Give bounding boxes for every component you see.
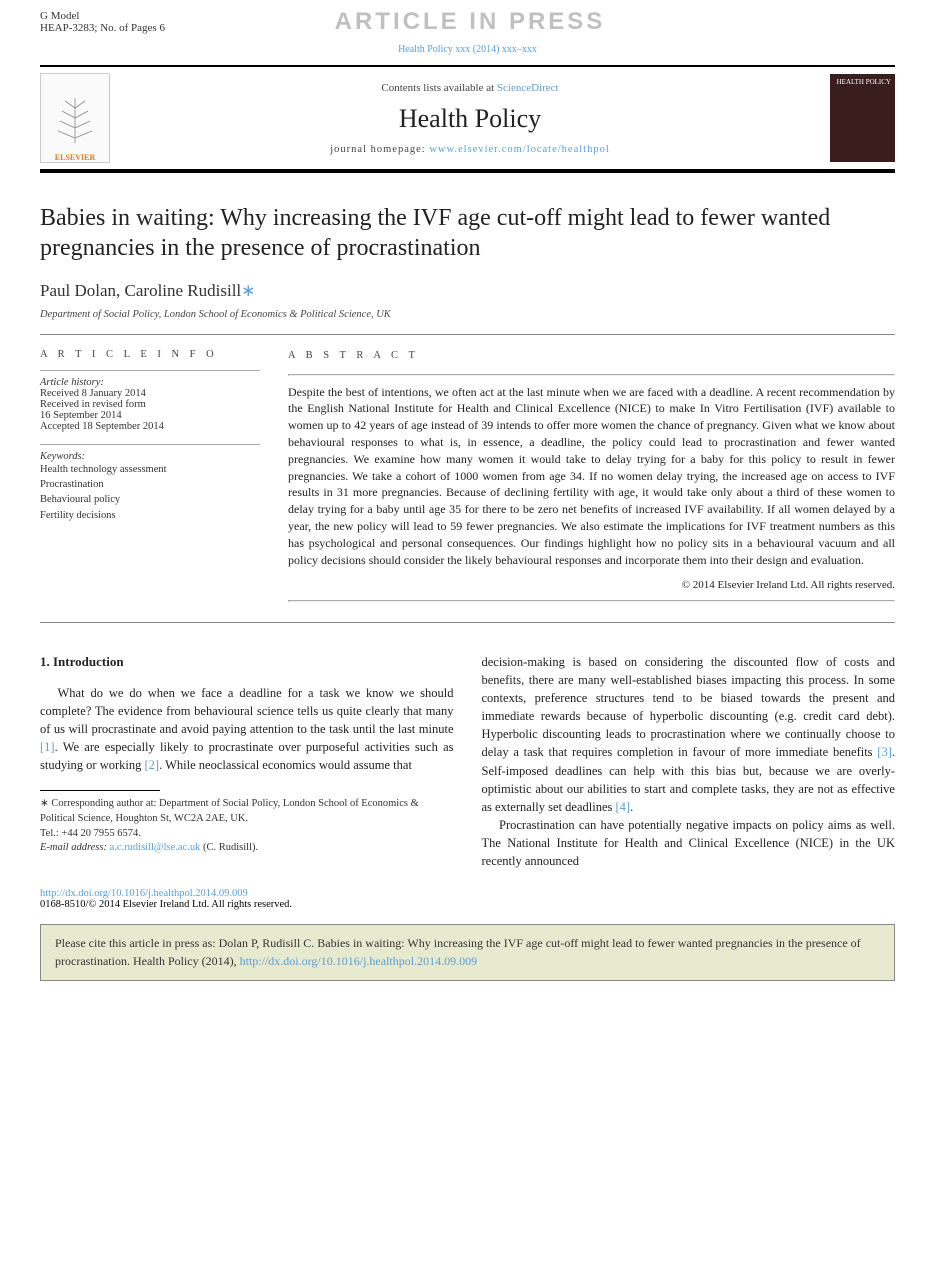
homepage-prefix: journal homepage: (330, 144, 429, 155)
revised-line1: Received in revised form (40, 399, 260, 410)
revised-line2: 16 September 2014 (40, 410, 260, 421)
affiliation: Department of Social Policy, London Scho… (0, 309, 935, 334)
citation-link[interactable]: [1] (40, 740, 55, 754)
citation-link[interactable]: [2] (145, 758, 160, 772)
keyword: Health technology assessment (40, 462, 260, 477)
abstract-column: a b s t r a c t Despite the best of inte… (288, 349, 895, 602)
journal-name: Health Policy (110, 104, 830, 134)
email-line: E-mail address: a.c.rudisill@lse.ac.uk (… (40, 841, 454, 856)
footnote-block: ∗ Corresponding author at: Department of… (40, 797, 454, 856)
citation-link[interactable]: [3] (877, 745, 892, 759)
email-label: E-mail address: (40, 842, 110, 853)
body-right-column: decision-making is based on considering … (482, 653, 896, 871)
abstract-text: Despite the best of intentions, we often… (288, 384, 895, 569)
issn-copyright: 0168-8510/© 2014 Elsevier Ireland Ltd. A… (40, 899, 895, 910)
doi-link[interactable]: http://dx.doi.org/10.1016/j.healthpol.20… (40, 888, 248, 899)
journal-reference: Health Policy xxx (2014) xxx–xxx (0, 40, 935, 59)
body-paragraph: Procrastination can have potentially neg… (482, 816, 896, 870)
authors: Paul Dolan, Caroline Rudisill∗ (0, 281, 935, 309)
journal-center: Contents lists available at ScienceDirec… (110, 82, 830, 155)
citation-box: Please cite this article in press as: Do… (40, 924, 895, 981)
homepage-link[interactable]: www.elsevier.com/locate/healthpol (429, 144, 609, 155)
email-suffix: (C. Rudisill). (200, 842, 258, 853)
keyword: Fertility decisions (40, 508, 260, 523)
abstract-head: a b s t r a c t (288, 349, 895, 364)
telephone: Tel.: +44 20 7955 6574. (40, 827, 454, 842)
section-title: Introduction (53, 654, 124, 669)
article-info-head: a r t i c l e i n f o (40, 349, 260, 360)
keyword: Procrastination (40, 477, 260, 492)
page-header: G Model HEAP-3283; No. of Pages 6 ARTICL… (0, 0, 935, 40)
corresponding-asterisk: ∗ (241, 281, 255, 300)
section-heading: 1. Introduction (40, 653, 454, 672)
info-divider (40, 370, 260, 371)
cite-doi-link[interactable]: http://dx.doi.org/10.1016/j.healthpol.20… (240, 954, 477, 968)
abstract-divider (288, 374, 895, 376)
journal-banner: ELSEVIER Contents lists available at Sci… (0, 73, 935, 163)
article-info-column: a r t i c l e i n f o Article history: R… (40, 349, 260, 602)
contents-line: Contents lists available at ScienceDirec… (110, 82, 830, 94)
cover-text: HEALTH POLICY (837, 78, 891, 86)
abstract-end-divider (288, 600, 895, 602)
info-abstract-row: a r t i c l e i n f o Article history: R… (0, 335, 935, 622)
copyright: © 2014 Elsevier Ireland Ltd. All rights … (288, 578, 895, 593)
elsevier-text: ELSEVIER (55, 153, 95, 162)
corresponding-author: ∗ Corresponding author at: Department of… (40, 797, 454, 826)
journal-ref-link[interactable]: Health Policy xxx (2014) xxx–xxx (398, 44, 537, 55)
received-date: Received 8 January 2014 (40, 388, 260, 399)
history-label: Article history: (40, 377, 260, 388)
footnote-separator (40, 790, 160, 791)
article-in-press-banner: ARTICLE IN PRESS (335, 8, 606, 36)
sciencedirect-link[interactable]: ScienceDirect (497, 82, 559, 94)
keywords-label: Keywords: (40, 451, 260, 462)
body-columns: 1. Introduction What do we do when we fa… (0, 623, 935, 881)
divider (40, 65, 895, 67)
accepted-date: Accepted 18 September 2014 (40, 421, 260, 432)
doi-block: http://dx.doi.org/10.1016/j.healthpol.20… (0, 880, 935, 924)
keywords-list: Health technology assessment Procrastina… (40, 462, 260, 523)
keyword: Behavioural policy (40, 492, 260, 507)
homepage-line: journal homepage: www.elsevier.com/locat… (110, 144, 830, 155)
body-left-column: 1. Introduction What do we do when we fa… (40, 653, 454, 871)
article-title: Babies in waiting: Why increasing the IV… (0, 193, 935, 281)
body-paragraph: decision-making is based on considering … (482, 653, 896, 816)
section-number: 1. (40, 654, 50, 669)
info-divider (40, 444, 260, 445)
body-paragraph: What do we do when we face a deadline fo… (40, 684, 454, 775)
contents-prefix: Contents lists available at (381, 82, 496, 94)
journal-cover: HEALTH POLICY (830, 74, 895, 162)
elsevier-logo: ELSEVIER (40, 73, 110, 163)
tree-icon (50, 93, 100, 153)
header-left: G Model HEAP-3283; No. of Pages 6 (40, 10, 165, 34)
author-names: Paul Dolan, Caroline Rudisill (40, 281, 241, 300)
email-link[interactable]: a.c.rudisill@lse.ac.uk (110, 842, 201, 853)
thick-divider (40, 169, 895, 173)
heap-code: HEAP-3283; No. of Pages 6 (40, 22, 165, 34)
g-model: G Model (40, 10, 165, 22)
citation-link[interactable]: [4] (615, 800, 630, 814)
